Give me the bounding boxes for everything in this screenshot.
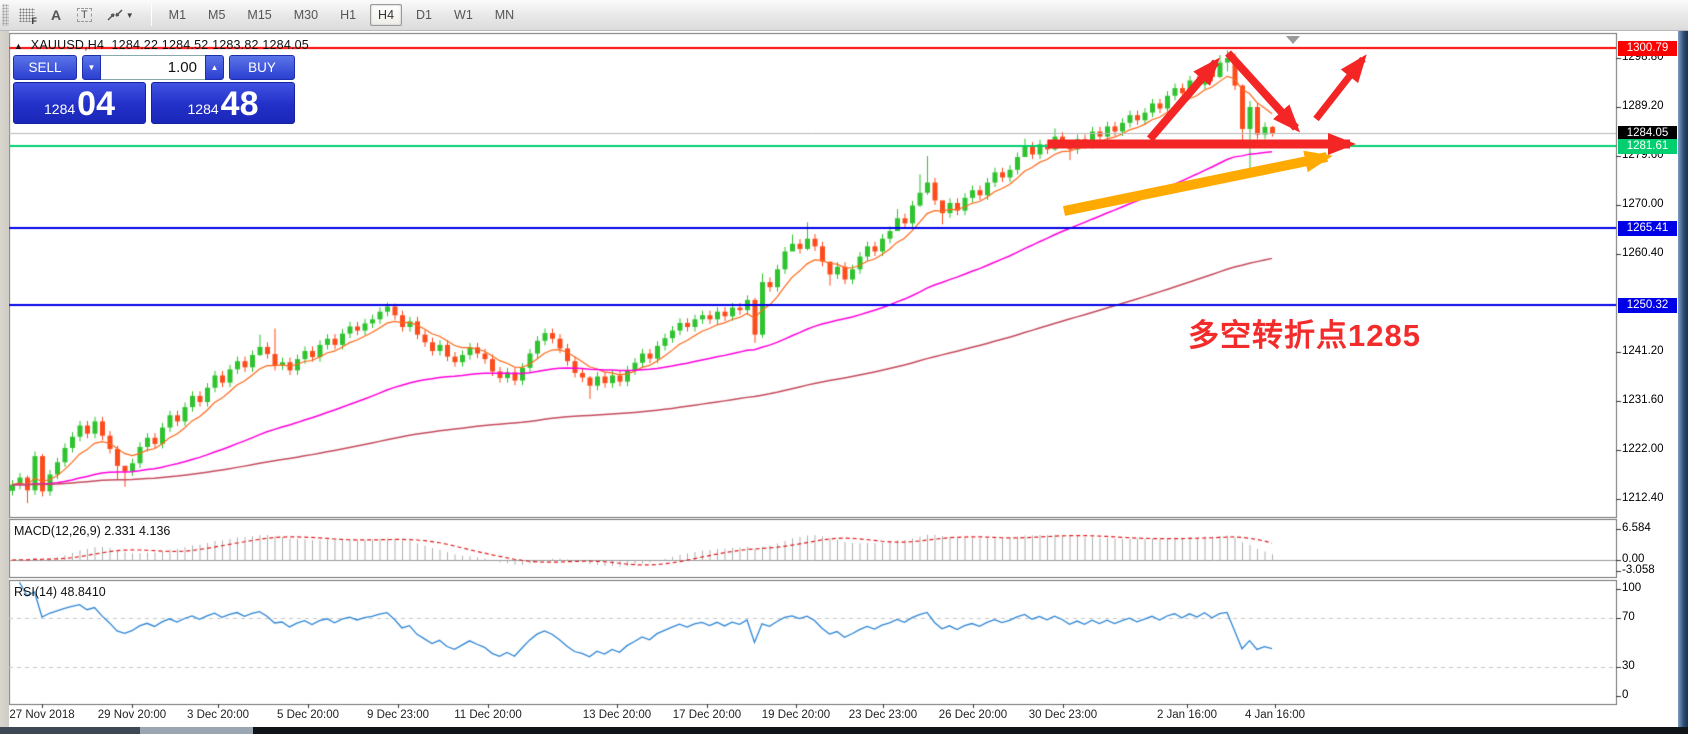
scrollbar-thumb[interactable] [140, 727, 253, 734]
macd-label: MACD(12,26,9) 2.331 4.136 [14, 524, 171, 538]
macd-tick-label: -3.058 [1622, 564, 1655, 576]
time-tick-label: 29 Nov 20:00 [97, 709, 167, 721]
window-left-edge [0, 31, 9, 727]
buy-price-small: 1284 [187, 101, 219, 117]
timeframe-m5[interactable]: M5 [208, 8, 226, 22]
price-tick-label: 1241.20 [1622, 345, 1664, 357]
symbol-label: XAUUSD,H4 [30, 38, 105, 52]
time-tick-label: 17 Dec 20:00 [672, 709, 742, 721]
price-tick-label: 1212.40 [1622, 492, 1664, 504]
object-marker-triangle-icon[interactable] [1286, 36, 1300, 44]
buy-button[interactable]: BUY [229, 55, 295, 80]
rsi-label: RSI(14) 48.8410 [14, 585, 106, 599]
horizontal-scrollbar[interactable] [0, 727, 1688, 734]
ohlc-open: 1284.22 [111, 38, 159, 52]
time-tick-label: 13 Dec 20:00 [582, 709, 652, 721]
sell-price-display[interactable]: 1284 04 [13, 82, 146, 124]
time-tick-label: 19 Dec 20:00 [761, 709, 831, 721]
window-right-edge [1678, 31, 1688, 734]
ohlc-high: 1284.52 [161, 38, 209, 52]
timeframe-bar: M1 M5 M15 M30 H1 H4 D1 W1 MN [158, 4, 526, 26]
timeframe-m15[interactable]: M15 [247, 8, 272, 22]
time-tick-label: 27 Nov 2018 [9, 709, 75, 721]
time-tick-label: 30 Dec 23:00 [1028, 709, 1098, 721]
sell-price-big: 04 [77, 85, 115, 123]
timeframe-m1[interactable]: M1 [168, 8, 187, 22]
price-tick-label: 1222.00 [1622, 443, 1664, 455]
text-a-icon[interactable]: A [50, 7, 62, 23]
timeframe-h4[interactable]: H4 [370, 4, 403, 26]
time-tick-label: 4 Jan 16:00 [1244, 709, 1306, 721]
collapse-icon[interactable]: ▲ [14, 41, 24, 51]
price-badge: 1265.41 [1618, 221, 1677, 236]
one-click-trade-panel: SELL ▼ ▲ BUY 1284 04 1284 48 [13, 55, 295, 124]
objects-arrows-icon[interactable]: ▼ [101, 3, 139, 27]
price-badge: 1284.05 [1618, 126, 1677, 141]
toolbar-grip[interactable] [2, 4, 9, 26]
volume-input[interactable] [101, 55, 205, 80]
rsi-tick-label: 100 [1622, 582, 1642, 594]
sell-button[interactable]: SELL [13, 55, 77, 80]
sell-price-small: 1284 [44, 101, 76, 117]
timeframe-w1[interactable]: W1 [454, 8, 473, 22]
scrollbar-track-left [0, 727, 140, 734]
macd-tick-label: 0.00 [1622, 553, 1645, 565]
price-tick-label: 1270.00 [1622, 198, 1664, 210]
time-tick-label: 11 Dec 20:00 [454, 709, 522, 721]
volume-decrease-button[interactable]: ▼ [82, 55, 101, 80]
price-badge: 1281.61 [1618, 139, 1677, 154]
time-tick-label: 23 Dec 23:00 [848, 709, 918, 721]
time-tick-label: 2 Jan 16:00 [1156, 709, 1218, 721]
timeframe-d1[interactable]: D1 [416, 8, 433, 22]
chart-header: ▲ XAUUSD,H4 1284.22 1284.52 1283.82 1284… [14, 38, 309, 52]
time-tick-label: 9 Dec 23:00 [366, 709, 430, 721]
buy-price-big: 48 [220, 85, 259, 123]
ohlc-low: 1283.82 [212, 38, 259, 52]
price-tick-label: 1231.60 [1622, 394, 1664, 406]
price-badge: 1300.79 [1618, 40, 1677, 56]
toolbar: F A T ▼ M1 M5 M15 M30 H1 H4 D1 W1 MN [0, 0, 1688, 31]
text-label-icon[interactable]: T [72, 3, 97, 27]
time-tick-label: 5 Dec 20:00 [276, 709, 340, 721]
buy-price-display[interactable]: 1284 48 [151, 82, 295, 124]
rsi-tick-label: 0 [1622, 689, 1629, 701]
rsi-tick-label: 30 [1622, 660, 1635, 672]
price-tick-label: 1260.40 [1622, 247, 1664, 259]
price-badge: 1250.32 [1618, 298, 1677, 313]
timeframe-mn[interactable]: MN [494, 8, 515, 22]
ohlc-close: 1284.05 [262, 38, 309, 52]
timeframe-h1[interactable]: H1 [340, 8, 357, 22]
time-tick-label: 3 Dec 20:00 [186, 709, 250, 721]
toolbar-separator [150, 4, 152, 26]
time-tick-label: 26 Dec 20:00 [938, 709, 1008, 721]
timeframe-m30[interactable]: M30 [293, 8, 319, 22]
price-tick-label: 1289.20 [1622, 100, 1664, 112]
rsi-tick-label: 70 [1622, 611, 1635, 623]
templates-icon[interactable]: F [14, 3, 40, 27]
macd-tick-label: 6.584 [1622, 522, 1651, 534]
analyst-annotation: 多空转折点1285 [1188, 318, 1421, 353]
volume-increase-button[interactable]: ▲ [205, 55, 224, 80]
